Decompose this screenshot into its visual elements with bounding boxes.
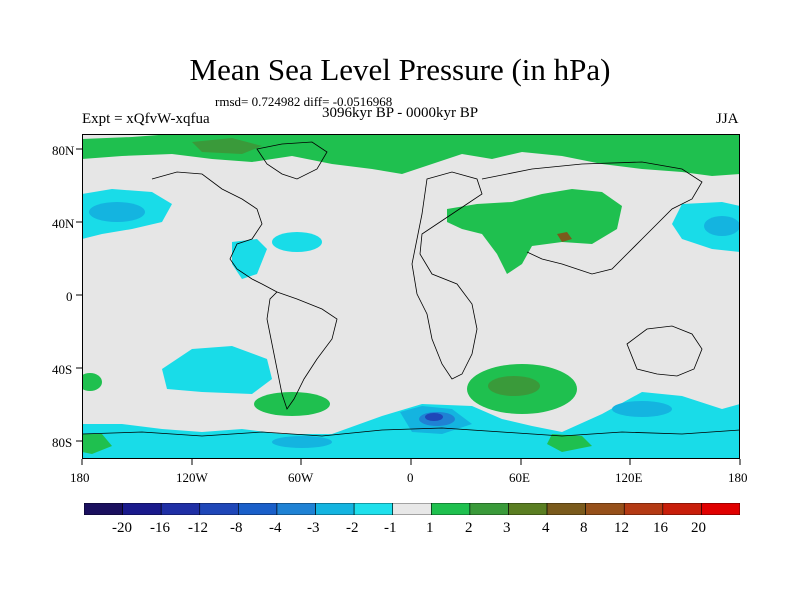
x-tick-label: 0 — [407, 470, 414, 485]
y-tick-label: 0 — [66, 289, 73, 304]
y-tick-label: 40S — [52, 362, 73, 377]
x-tick-label: 120E — [615, 470, 643, 485]
statistics-label: rmsd= 0.724982 diff= -0.0516968 — [215, 94, 393, 109]
colorbar-swatch — [353, 503, 394, 515]
australia-coastline — [626, 325, 703, 377]
greenland-coastline — [256, 141, 328, 180]
colorbar-swatch — [122, 503, 162, 515]
y-tick-label: 80S — [52, 435, 73, 450]
antarctic-positive-region — [547, 434, 592, 452]
arctic-darker-region — [192, 138, 262, 154]
colorbar-label: -4 — [269, 520, 282, 536]
colorbar-label: -20 — [112, 520, 132, 536]
colorbar-label: 16 — [653, 520, 668, 536]
antarctica-coastline — [82, 427, 740, 437]
asia-positive-region — [447, 189, 622, 274]
colorbar-label: -3 — [307, 520, 320, 536]
north-pacific-core — [89, 202, 145, 222]
season-label: JJA — [716, 111, 739, 127]
x-tick-label: 120W — [176, 470, 208, 485]
southwest-negative-core — [272, 436, 332, 448]
colorbar-swatch — [315, 503, 355, 515]
south-america-coastline — [266, 291, 338, 410]
x-tick-label: 60W — [288, 470, 314, 485]
colorbar-swatch — [392, 503, 432, 515]
colorbar-swatch — [623, 503, 664, 515]
colorbar-swatch — [546, 503, 586, 515]
map-frame — [82, 134, 740, 459]
asia-brown-spot — [557, 232, 572, 242]
colorbar-label: -12 — [188, 520, 208, 536]
colorbar-swatch — [662, 503, 702, 515]
y-tick-label: 40N — [52, 216, 75, 231]
colorbar-label: 4 — [542, 520, 550, 536]
south-indian-negative-core — [612, 401, 672, 417]
x-tick-label: 60E — [509, 470, 530, 485]
colorbar — [84, 503, 740, 515]
asia-coastline — [481, 161, 703, 275]
colorbar-label: -1 — [384, 520, 397, 536]
coastlines — [82, 141, 740, 437]
south-pacific-negative-region — [162, 346, 272, 394]
y-tick-label: 80N — [52, 143, 75, 158]
axis-ticks — [76, 148, 741, 465]
x-tick-label: 180 — [70, 470, 90, 485]
colorbar-label: 2 — [465, 520, 473, 536]
west-positive-region — [82, 373, 102, 391]
x-tick-label: 180 — [728, 470, 748, 485]
colorbar-label: 20 — [691, 520, 706, 536]
colorbar-swatch — [701, 503, 740, 515]
pressure-anomaly-map — [82, 134, 740, 459]
period-label: 3096kyr BP - 0000kyr BP — [322, 105, 479, 121]
colorbar-swatch — [469, 503, 509, 515]
colorbar-swatch — [508, 503, 548, 515]
colorbar-swatch — [585, 503, 625, 515]
colorbar-label: -16 — [150, 520, 170, 536]
colorbar-label: -2 — [346, 520, 359, 536]
europe-africa-coastline — [411, 171, 483, 380]
colorbar-label: 12 — [614, 520, 629, 536]
north-america-coastline — [151, 171, 278, 293]
colorbar-swatch — [160, 503, 201, 515]
colorbar-swatch — [84, 503, 123, 515]
colorbar-label: 8 — [580, 520, 588, 536]
colorbar-swatch — [199, 503, 239, 515]
atlantic-negative-region — [272, 232, 322, 252]
indian-ocean-darker-core — [488, 376, 540, 396]
gulf-negative-region — [232, 239, 267, 279]
colorbar-swatch — [430, 503, 471, 515]
colorbar-swatch — [238, 503, 278, 515]
south-america-positive-region — [254, 392, 330, 416]
chart-title: Mean Sea Level Pressure (in hPa) — [189, 52, 611, 87]
colorbar-label: 1 — [426, 520, 434, 536]
colorbar-label: 3 — [503, 520, 511, 536]
colorbar-swatch — [276, 503, 316, 515]
colorbar-label: -8 — [230, 520, 243, 536]
antarctic-deepest-core — [425, 413, 443, 421]
experiment-label: Expt = xQfvW-xqfua — [82, 111, 210, 127]
antarctic-positive-region — [82, 434, 112, 454]
east-pacific-core — [704, 216, 740, 236]
